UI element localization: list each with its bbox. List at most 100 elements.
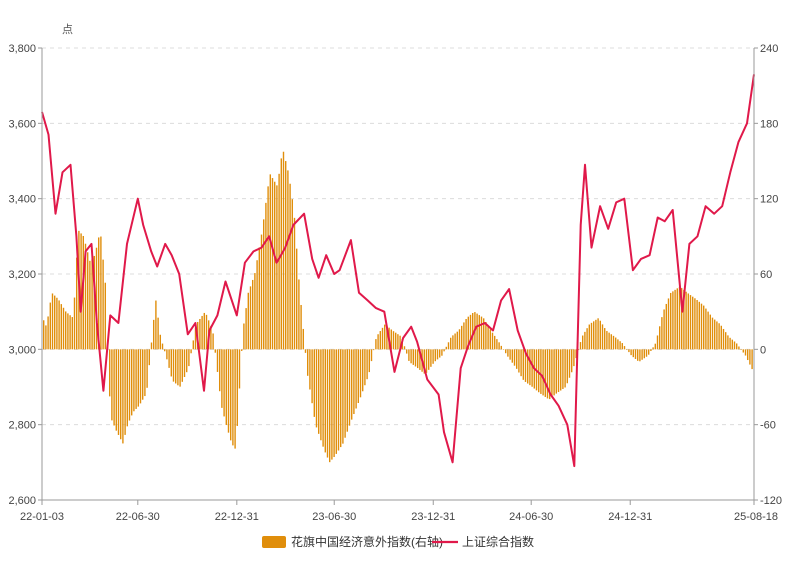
surprise-bar xyxy=(144,349,145,396)
surprise-bar xyxy=(263,219,264,349)
surprise-bar xyxy=(311,349,312,403)
surprise-bar xyxy=(633,349,634,357)
surprise-bar xyxy=(705,309,706,350)
surprise-bar xyxy=(426,349,427,373)
surprise-bar xyxy=(322,349,323,446)
surprise-bar xyxy=(608,333,609,350)
surprise-bar xyxy=(331,349,332,459)
surprise-bar xyxy=(509,349,510,359)
surprise-bar xyxy=(142,349,143,399)
surprise-bar xyxy=(155,301,156,350)
surprise-bar xyxy=(395,333,396,350)
surprise-bar xyxy=(630,349,631,355)
surprise-bar xyxy=(129,349,130,420)
surprise-bar xyxy=(234,349,235,448)
surprise-bar xyxy=(320,349,321,440)
surprise-bar xyxy=(329,349,330,462)
surprise-bar xyxy=(201,316,202,349)
surprise-bar xyxy=(184,349,185,377)
surprise-bar xyxy=(553,349,554,395)
x-tick-label: 22-06-30 xyxy=(116,511,160,523)
surprise-bar xyxy=(439,349,440,357)
shanghai-composite-line xyxy=(42,74,754,466)
surprise-bar xyxy=(287,170,288,349)
surprise-bar xyxy=(408,349,409,361)
surprise-bar xyxy=(160,335,161,350)
surprise-bar xyxy=(274,182,275,350)
surprise-bar xyxy=(661,317,662,349)
surprise-bar xyxy=(492,333,493,350)
surprise-bar xyxy=(663,309,664,349)
surprise-bar xyxy=(747,349,748,360)
surprise-bar xyxy=(516,349,517,369)
surprise-bar xyxy=(250,286,251,349)
surprise-bar xyxy=(204,313,205,349)
surprise-bar xyxy=(124,349,125,435)
surprise-bar xyxy=(179,349,180,386)
surprise-bar xyxy=(162,344,163,350)
surprise-bar xyxy=(109,349,110,396)
surprise-bar xyxy=(193,340,194,349)
surprise-bar xyxy=(646,349,647,356)
surprise-bar xyxy=(270,174,271,349)
surprise-bar xyxy=(503,349,504,350)
surprise-bar xyxy=(457,332,458,350)
surprise-bar xyxy=(501,346,502,349)
surprise-bar xyxy=(545,349,546,397)
surprise-bar xyxy=(410,349,411,363)
surprise-bar xyxy=(714,320,715,350)
surprise-bar xyxy=(50,303,51,350)
surprise-bar xyxy=(668,298,669,349)
surprise-bar xyxy=(327,349,328,457)
surprise-bar xyxy=(571,349,572,372)
surprise-bar xyxy=(560,349,561,390)
surprise-bar xyxy=(127,349,128,426)
surprise-bar xyxy=(382,328,383,349)
surprise-bar xyxy=(344,349,345,437)
surprise-bar xyxy=(751,349,752,369)
surprise-bar xyxy=(289,184,290,350)
surprise-bar xyxy=(529,349,530,385)
left-tick-label: 3,200 xyxy=(8,269,36,281)
surprise-bar xyxy=(542,349,543,395)
surprise-bar xyxy=(318,349,319,434)
surprise-bar xyxy=(215,349,216,352)
surprise-bar xyxy=(87,252,88,349)
surprise-bar xyxy=(476,314,477,350)
surprise-bar xyxy=(316,349,317,427)
surprise-bar xyxy=(230,349,231,440)
surprise-bar xyxy=(63,308,64,350)
surprise-bar xyxy=(353,349,354,414)
surprise-bar xyxy=(696,300,697,349)
surprise-bar xyxy=(602,324,603,349)
right-tick-label: 0 xyxy=(760,344,766,356)
surprise-bar xyxy=(652,347,653,349)
surprise-bar xyxy=(729,338,730,350)
surprise-bar xyxy=(175,349,176,383)
surprise-bar xyxy=(494,336,495,349)
surprise-bar xyxy=(314,349,315,417)
grid-layer xyxy=(42,48,754,425)
surprise-bar xyxy=(749,349,750,364)
surprise-bar xyxy=(604,328,605,349)
surprise-bar xyxy=(113,349,114,425)
surprise-bar xyxy=(591,323,592,349)
surprise-bar xyxy=(375,339,376,349)
surprise-bar xyxy=(635,349,636,359)
surprise-bar xyxy=(712,318,713,350)
legend-line-label: 上证综合指数 xyxy=(462,534,534,549)
surprise-bar xyxy=(666,304,667,349)
surprise-bar xyxy=(505,349,506,353)
legend: 花旗中国经济意外指数(右轴) 上证综合指数 xyxy=(262,534,534,549)
surprise-bar xyxy=(644,349,645,358)
surprise-bar xyxy=(362,349,363,391)
surprise-bar xyxy=(672,291,673,349)
surprise-bar xyxy=(373,349,374,350)
surprise-bar xyxy=(188,349,189,366)
right-tick-label: 180 xyxy=(760,118,778,130)
surprise-bar xyxy=(677,288,678,349)
surprise-bar xyxy=(479,315,480,349)
surprise-bar xyxy=(102,260,103,350)
surprise-bar xyxy=(333,349,334,457)
